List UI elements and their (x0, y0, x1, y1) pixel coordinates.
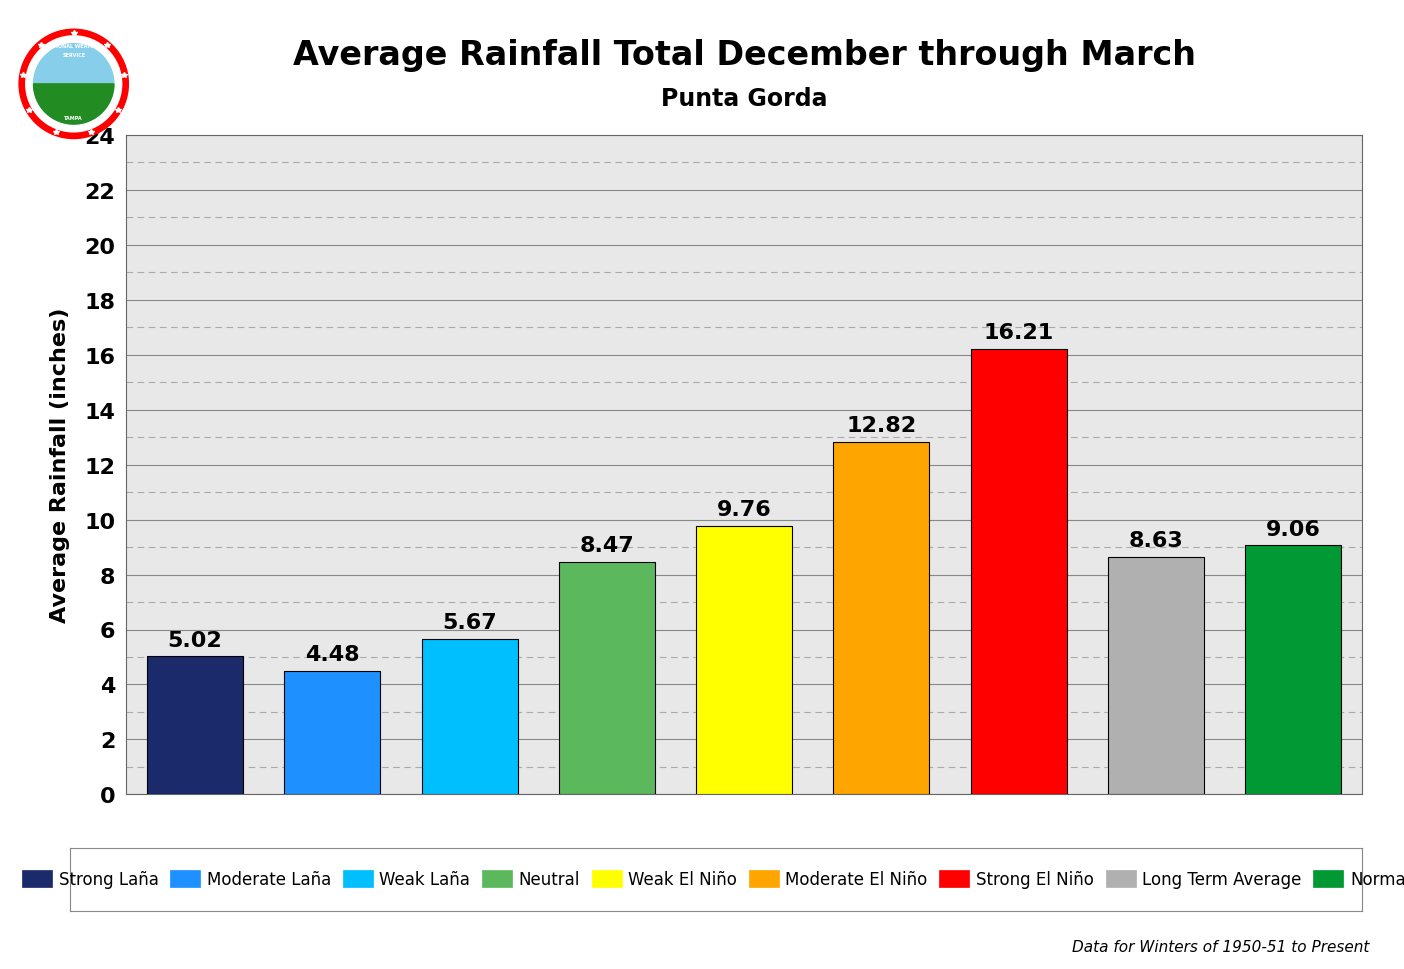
Circle shape (25, 37, 122, 133)
Text: 9.76: 9.76 (717, 500, 771, 519)
Circle shape (34, 45, 114, 125)
Bar (559, 562, 654, 795)
Text: Data for Winters of 1950-51 to Present: Data for Winters of 1950-51 to Present (1071, 940, 1369, 954)
Circle shape (20, 30, 128, 140)
Text: 12.82: 12.82 (847, 416, 917, 436)
Text: NATIONAL WEATHER: NATIONAL WEATHER (45, 45, 102, 49)
Text: Average Rainfall Total December through March: Average Rainfall Total December through … (292, 39, 1196, 72)
Bar (696, 526, 792, 795)
Text: 8.63: 8.63 (1129, 531, 1184, 550)
Y-axis label: Average Rainfall (inches): Average Rainfall (inches) (51, 307, 70, 623)
Bar (147, 657, 243, 795)
Text: SERVICE: SERVICE (62, 53, 86, 58)
Bar (970, 350, 1067, 795)
Text: 9.06: 9.06 (1266, 519, 1321, 539)
Text: BAY: BAY (69, 125, 79, 130)
Text: 8.47: 8.47 (580, 535, 635, 555)
Text: 5.67: 5.67 (442, 612, 497, 632)
Text: 4.48: 4.48 (305, 644, 359, 665)
Bar (421, 639, 518, 795)
Bar (1108, 557, 1205, 795)
Wedge shape (34, 85, 114, 125)
Text: Punta Gorda: Punta Gorda (661, 87, 827, 111)
Legend: Strong Laña, Moderate Laña, Weak Laña, Neutral, Weak El Niño, Moderate El Niño, : Strong Laña, Moderate Laña, Weak Laña, N… (15, 863, 1404, 895)
Bar (834, 443, 929, 795)
Text: 5.02: 5.02 (167, 630, 222, 650)
Bar (1245, 546, 1341, 795)
Bar (284, 672, 380, 795)
Text: 16.21: 16.21 (984, 323, 1054, 343)
Text: TAMPA: TAMPA (65, 115, 83, 121)
